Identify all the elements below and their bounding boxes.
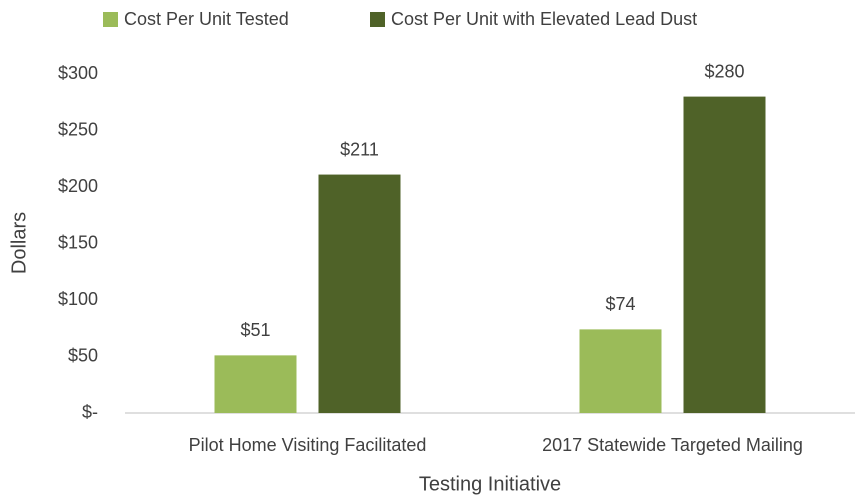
x-axis-title: Testing Initiative	[419, 473, 561, 495]
x-tick-label: 2017 Statewide Targeted Mailing	[542, 435, 803, 455]
data-label: $51	[240, 320, 270, 340]
legend-swatch	[370, 12, 385, 27]
legend-swatch	[103, 12, 118, 27]
y-tick-label: $250	[58, 119, 98, 139]
x-tick-label: Pilot Home Visiting Facilitated	[189, 435, 427, 455]
y-tick-label: $200	[58, 176, 98, 196]
bar	[683, 96, 766, 413]
y-tick-label: $100	[58, 289, 98, 309]
data-label: $211	[340, 139, 379, 159]
legend-label: Cost Per Unit with Elevated Lead Dust	[391, 9, 697, 29]
bar	[318, 174, 401, 413]
data-label: $74	[605, 294, 635, 314]
y-axis-title: Dollars	[8, 212, 30, 274]
y-tick-label: $50	[68, 345, 98, 365]
y-tick-label: $300	[58, 63, 98, 83]
y-tick-label: $150	[58, 232, 98, 252]
legend-label: Cost Per Unit Tested	[124, 9, 289, 29]
y-tick-label: $-	[82, 402, 98, 422]
bar	[214, 355, 297, 413]
bar	[579, 329, 662, 413]
data-label: $280	[704, 61, 744, 81]
